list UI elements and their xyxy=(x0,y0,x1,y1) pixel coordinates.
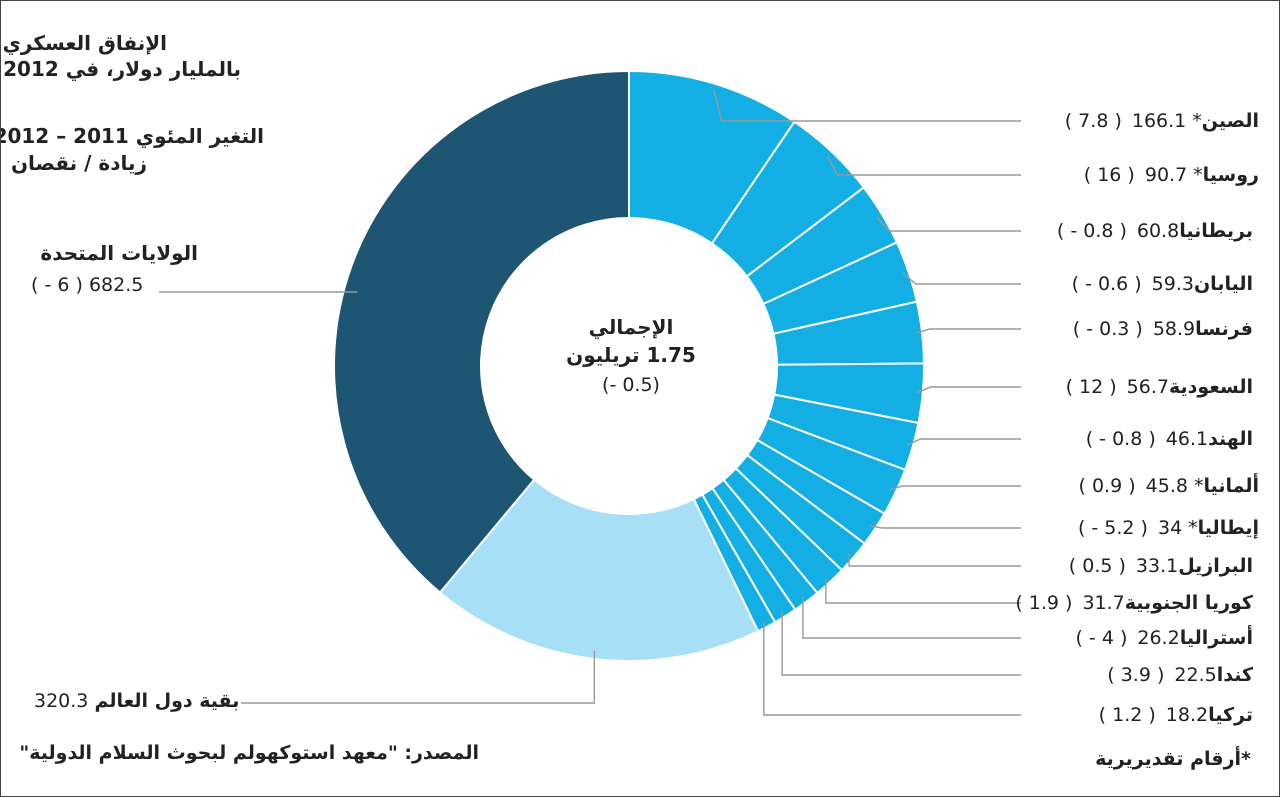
country-label: ( 12 ) 56.7السعودية xyxy=(1066,375,1259,399)
country-name: إيطاليا xyxy=(1197,517,1259,539)
country-change: ( - 0.8 ) xyxy=(1085,428,1156,450)
chart-subtitle: بالمليار دولار، في 2012 xyxy=(3,57,241,81)
country-name: تركيا xyxy=(1208,704,1253,726)
country-name: السعودية xyxy=(1168,376,1253,398)
country-label: ( - 4 ) 26.2أستراليا xyxy=(1075,626,1259,650)
country-name: بريطانيا xyxy=(1179,220,1253,242)
country-value: 31.7 xyxy=(1082,592,1125,614)
leader-line xyxy=(876,216,1021,232)
country-value: 90.7 xyxy=(1144,164,1188,186)
country-label: ( 7.8 ) 166.1 *الصين xyxy=(1065,109,1259,133)
country-change: ( - 5.2 ) xyxy=(1077,517,1148,539)
country-change: ( 12 ) xyxy=(1065,376,1117,398)
rest-label: 320.3 بقية دول العالم xyxy=(34,689,239,713)
country-name: البرازيل xyxy=(1178,555,1253,577)
country-name: روسيا xyxy=(1202,164,1259,186)
leader-line xyxy=(713,89,1021,122)
country-change: ( - 0.6 ) xyxy=(1071,273,1142,295)
country-change: ( 1.9 ) xyxy=(1015,592,1073,614)
estimate-star: * xyxy=(1188,517,1198,539)
country-value: 60.8 xyxy=(1136,220,1180,242)
leader-line xyxy=(802,596,1021,639)
country-name: الصين xyxy=(1201,110,1259,132)
country-name: أستراليا xyxy=(1179,627,1253,649)
center-value-text: 1.75 تريليون xyxy=(566,343,696,367)
country-name: كوريا الجنوبية xyxy=(1124,592,1253,614)
country-label: ( 1.2 ) 18.2تركيا xyxy=(1099,703,1259,727)
rest-leader-line xyxy=(241,650,596,704)
country-value: 59.3 xyxy=(1151,273,1194,295)
country-label: ( 3.9 ) 22.5كندا xyxy=(1107,663,1259,687)
center-change: (- 0.5) xyxy=(602,374,660,396)
country-value: 166.1 xyxy=(1131,110,1187,132)
country-value: 34 xyxy=(1157,517,1183,539)
leader-line xyxy=(902,272,1021,285)
country-change: ( - 0.8 ) xyxy=(1056,220,1127,242)
leader-line xyxy=(906,438,1021,446)
donut-slice xyxy=(438,478,760,662)
country-value: 46.1 xyxy=(1165,428,1209,450)
country-label: ( 0.9 ) 45.8 *ألمانيا xyxy=(1079,474,1259,498)
country-value: 26.2 xyxy=(1137,627,1180,649)
country-change: ( - 0.3 ) xyxy=(1072,318,1143,340)
country-change: ( 0.5 ) xyxy=(1068,555,1126,577)
country-change: ( 7.8 ) xyxy=(1064,110,1122,132)
leader-line xyxy=(763,621,1021,716)
country-change: ( 16 ) xyxy=(1083,164,1135,186)
leader-line xyxy=(890,485,1021,491)
usa-value: 682.5 xyxy=(88,274,144,296)
country-change: ( - 4 ) xyxy=(1075,627,1128,649)
leader-line xyxy=(825,577,1021,604)
country-value: 22.5 xyxy=(1174,664,1217,686)
country-value: 56.7 xyxy=(1126,376,1169,398)
estimate-star: * xyxy=(1193,475,1204,497)
country-label: ( - 0.8 ) 60.8بريطانيا xyxy=(1057,219,1259,243)
donut-slice xyxy=(333,69,630,594)
country-label: ( - 5.2 ) 34 *إيطاليا xyxy=(1078,516,1259,540)
leader-line xyxy=(869,524,1021,529)
center-label: الإجمالي xyxy=(588,315,674,339)
source-note: المصدر: "معهد استوكهولم لبحوث السلام الد… xyxy=(19,742,479,764)
usa-label-name: الولايات المتحدة xyxy=(40,241,198,265)
chart-title: الإنفاق العسكري xyxy=(2,31,167,55)
country-label: ( - 0.8 ) 46.1الهند xyxy=(1086,427,1259,451)
country-label: ( 0.5 ) 33.1البرازيل xyxy=(1069,554,1259,578)
country-value: 33.1 xyxy=(1135,555,1179,577)
center-value: 1.75 تريليون xyxy=(521,343,741,367)
country-change: ( 1.2 ) xyxy=(1098,704,1156,726)
leader-line xyxy=(916,386,1021,394)
country-name: فرنسا xyxy=(1195,318,1253,340)
country-change: ( 0.9 ) xyxy=(1078,475,1136,497)
country-label: ( - 0.3 ) 58.9فرنسا xyxy=(1073,317,1259,341)
country-label: ( 16 ) 90.7 *روسيا xyxy=(1084,163,1259,187)
country-value: 18.2 xyxy=(1165,704,1209,726)
country-label: ( - 0.6 ) 59.3اليابان xyxy=(1072,272,1259,296)
leader-line xyxy=(827,155,1021,176)
country-change: ( 3.9 ) xyxy=(1107,664,1165,686)
country-name: ألمانيا xyxy=(1203,475,1259,497)
country-name: الهند xyxy=(1208,428,1253,450)
leader-line xyxy=(915,328,1021,334)
estimate-star: * xyxy=(1192,110,1202,132)
rest-name: بقية دول العالم xyxy=(94,690,240,712)
country-value: 45.8 xyxy=(1145,475,1188,497)
country-name: اليابان xyxy=(1193,273,1253,295)
usa-change: ( - 6 ) xyxy=(31,274,83,296)
leader-line xyxy=(781,611,1021,676)
country-label: ( 1.9 ) 31.7كوريا الجنوبية xyxy=(1015,591,1259,615)
estimate-footnote: *أرقام تقديريرية xyxy=(1095,748,1251,770)
leader-line xyxy=(848,553,1021,567)
rest-value: 320.3 xyxy=(34,690,89,712)
usa-label-value: ( - 6 ) 682.5 xyxy=(31,273,143,297)
country-value: 58.9 xyxy=(1152,318,1196,340)
change-subheading: زيادة / نقصان xyxy=(10,151,147,175)
country-name: كندا xyxy=(1216,664,1253,686)
estimate-star: * xyxy=(1193,164,1203,186)
change-heading: التغير المئوي 2011 – 2012 xyxy=(1,124,264,148)
